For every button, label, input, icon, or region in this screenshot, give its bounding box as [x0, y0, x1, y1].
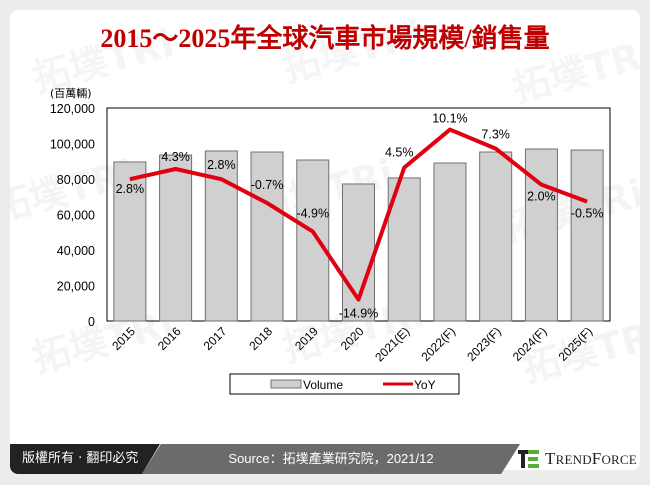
yoy-data-label: 4.5% [385, 146, 414, 160]
legend-volume-label: Volume [303, 378, 343, 392]
bar-volume [250, 151, 284, 322]
yoy-data-label: -14.9% [339, 307, 379, 321]
yoy-data-label: -0.5% [571, 207, 604, 221]
x-tick-label: 2022(F) [418, 324, 458, 364]
bar-volume [296, 159, 330, 322]
y-tick-label: 100,000 [50, 138, 95, 152]
y-tick-label: 80,000 [57, 173, 95, 187]
x-tick-label: 2021(E) [372, 324, 412, 364]
x-tick-label: 2025(F) [556, 324, 596, 364]
y-tick-label: 0 [88, 315, 95, 329]
legend-yoy-label: YoY [414, 378, 436, 392]
x-tick-label: 2017 [201, 324, 230, 353]
x-tick-label: 2019 [292, 324, 321, 353]
x-tick-label: 2018 [246, 324, 275, 353]
yoy-data-label: -4.9% [296, 207, 329, 221]
x-tick-label: 2016 [155, 324, 184, 353]
trendforce-wordmark: TRENDFORCE [545, 449, 637, 468]
chart-title: 2015～2025年全球汽車市場規模/銷售量 [100, 24, 550, 53]
chart-plot: (百萬輛) 0 20,000 40,000 60,000 80,000 100,000 120… [50, 86, 611, 395]
x-tick-label: 2015 [109, 324, 138, 353]
y-tick-label: 120,000 [50, 102, 95, 116]
y-tick-label: 40,000 [57, 244, 95, 258]
bar-volume [479, 151, 513, 322]
footer: 版權所有 · 翻印必究 Source：拓墣產業研究院，2021/12 TREND… [10, 444, 640, 474]
y-axis-unit: (百萬輛) [50, 86, 92, 100]
x-tick-label: 2020 [338, 324, 367, 353]
yoy-data-label: 2.8% [207, 158, 236, 172]
y-tick-label: 60,000 [57, 209, 95, 223]
yoy-data-label: 4.3% [161, 150, 190, 164]
copyright-notice: 版權所有 · 翻印必究 [10, 444, 160, 474]
bar-volume [570, 149, 604, 322]
trendforce-logo-icon [518, 450, 539, 468]
legend [229, 373, 460, 395]
bar-volume [113, 161, 147, 322]
yoy-data-label: -0.7% [251, 178, 284, 192]
x-tick-label: 2023(F) [464, 324, 504, 364]
x-tick-label: 2024(F) [510, 324, 550, 364]
y-tick-label: 20,000 [57, 280, 95, 294]
legend-volume-swatch [270, 379, 302, 389]
source-text: Source：拓墣產業研究院，2021/12 [142, 444, 520, 474]
yoy-line [129, 127, 588, 302]
bar-volume [342, 183, 375, 322]
bar-volume [433, 162, 467, 322]
yoy-data-label: 10.1% [432, 112, 467, 126]
yoy-data-label: 2.0% [527, 190, 556, 204]
trendforce-logo: TRENDFORCE [510, 444, 640, 474]
yoy-data-label: 7.3% [481, 128, 510, 142]
bar-volume [159, 154, 193, 322]
yoy-data-label: 2.8% [116, 182, 145, 196]
